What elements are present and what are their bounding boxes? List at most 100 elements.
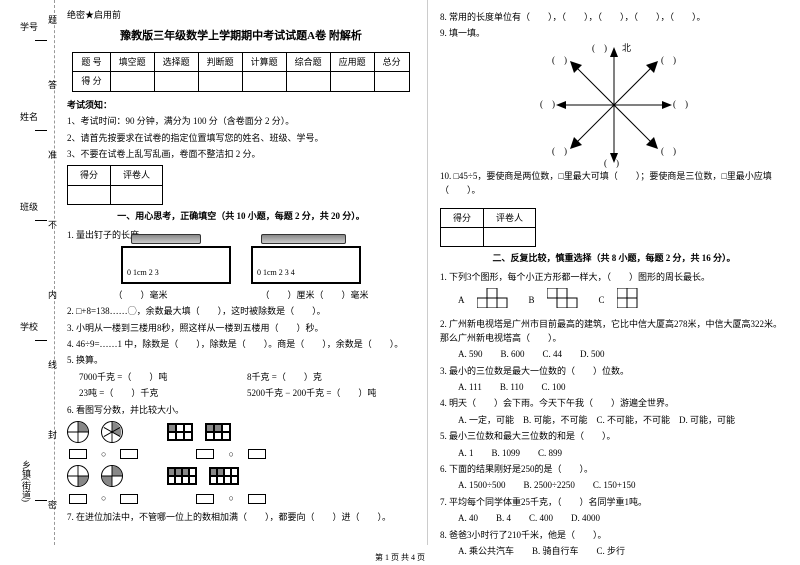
- dir-blank[interactable]: ( ): [661, 53, 676, 67]
- tetromino-c-icon: [617, 288, 657, 312]
- score-cell[interactable]: [198, 72, 242, 91]
- bind-label: 姓名: [20, 110, 38, 123]
- dir-blank[interactable]: ( ): [661, 144, 676, 158]
- ruler-1: 0 1cm 2 3: [121, 246, 231, 284]
- ruler-2: 0 1cm 2 3 4: [251, 246, 361, 284]
- s2-q6-options: A. 1500÷500 B. 2500÷2250 C. 150+150: [458, 478, 788, 492]
- q5a: 7000千克 =（ ）吨: [79, 370, 247, 384]
- exam-title: 豫教版三年级数学上学期期中考试试题A卷 附解析: [67, 28, 415, 46]
- notice-block: 考试须知： 1、考试时间：90 分钟，满分为 100 分（含卷面分 2 分）。 …: [67, 98, 415, 162]
- blank-box[interactable]: [120, 449, 138, 459]
- seal-mark: 题: [46, 15, 59, 24]
- blank-box[interactable]: [69, 449, 87, 459]
- dir-blank[interactable]: ( ): [552, 144, 567, 158]
- circle-fraction-icon: [101, 465, 123, 487]
- bind-label: 学号: [20, 20, 38, 33]
- q5b: 8千克 =（ ）克: [247, 370, 415, 384]
- score-cell: 判断题: [198, 52, 242, 71]
- question-2: 2. □+8=138……◯，余数最大填（ ），这时被除数是（ ）。: [67, 304, 415, 318]
- fraction-figures: [67, 421, 415, 443]
- bind-line: [35, 130, 47, 131]
- secret-label: 绝密★启用前: [67, 8, 415, 22]
- compass-figure: 北 ( ) ( ) ( ) ( ) ( ) ( ) ( ) ( ): [554, 45, 674, 165]
- marker-table-2: 得分评卷人: [440, 208, 536, 248]
- blank[interactable]: （ ）厘米（ ）毫米: [260, 288, 368, 302]
- dir-blank[interactable]: ( ): [540, 97, 555, 111]
- question-4: 4. 46÷9=……1 中，除数是（ ），除数是（ ）。商是（ ），余数是（ ）…: [67, 337, 415, 351]
- seal-mark: 不: [46, 220, 59, 229]
- score-cell[interactable]: [374, 72, 409, 91]
- marker-cell: 得分: [441, 208, 484, 227]
- dir-blank[interactable]: ( ): [552, 53, 567, 67]
- blank-box[interactable]: [248, 494, 266, 504]
- bind-label: 班级: [20, 200, 38, 213]
- fraction-figures-2: [67, 465, 415, 487]
- dir-blank[interactable]: ( ): [592, 41, 607, 55]
- seal-mark: 线: [46, 360, 59, 369]
- blank[interactable]: （ ）毫米: [113, 288, 167, 302]
- score-table: 题 号 填空题 选择题 判断题 计算题 综合题 应用题 总分 得 分: [72, 52, 409, 92]
- marker-cell[interactable]: [441, 227, 484, 246]
- tetromino-options: A B C: [458, 288, 788, 312]
- seal-mark: 密: [46, 500, 59, 509]
- s2-question-4: 4. 明天（ ）会下雨。今天下午我（ ）游遍全世界。: [440, 396, 788, 410]
- question-9: 9. 填一填。: [440, 26, 788, 40]
- score-cell[interactable]: [330, 72, 374, 91]
- seal-mark: 内: [46, 290, 59, 299]
- notice-title: 考试须知：: [67, 98, 415, 112]
- seal-mark: 准: [46, 150, 59, 159]
- dir-blank[interactable]: ( ): [673, 97, 688, 111]
- blank-box[interactable]: [120, 494, 138, 504]
- s2-question-5: 5. 最小三位数和最大三位数的和是（ ）。: [440, 429, 788, 443]
- score-cell[interactable]: [242, 72, 286, 91]
- answer-blanks: （ ）毫米 （ ）厘米（ ）毫米: [67, 288, 415, 302]
- score-cell[interactable]: [110, 72, 154, 91]
- blank-box[interactable]: [69, 494, 87, 504]
- binding-margin: 学号 姓名 班级 学校 乡镇(街道) 题 答 准 不 内 线 封 密: [0, 0, 55, 545]
- score-cell: 计算题: [242, 52, 286, 71]
- blank-box[interactable]: [248, 449, 266, 459]
- marker-cell: 评卷人: [484, 208, 536, 227]
- s2-question-3: 3. 最小的三位数是最大一位数的（ ）位数。: [440, 364, 788, 378]
- score-cell: 选择题: [154, 52, 198, 71]
- circle-fraction-icon: [67, 465, 89, 487]
- opt-c-label: C: [599, 293, 605, 307]
- notice-item: 1、考试时间：90 分钟，满分为 100 分（含卷面分 2 分）。: [67, 114, 415, 128]
- score-cell[interactable]: [286, 72, 330, 91]
- bind-label: 学校: [20, 320, 38, 333]
- notice-item: 3、不要在试卷上乱写乱画，卷面不整洁扣 2 分。: [67, 147, 415, 161]
- marker-cell[interactable]: [484, 227, 536, 246]
- blank-box[interactable]: [196, 494, 214, 504]
- s2-question-6: 6. 下面的结果刚好是250的是（ ）。: [440, 462, 788, 476]
- score-cell: 综合题: [286, 52, 330, 71]
- grid-fraction-icon: [209, 467, 239, 485]
- s2-question-7: 7. 平均每个同学体重25千克，（ ）名同学重1吨。: [440, 495, 788, 509]
- score-cell: 应用题: [330, 52, 374, 71]
- grid-fraction-icon: [167, 423, 193, 441]
- score-cell: 得 分: [73, 72, 110, 91]
- nail-icon: [131, 234, 201, 244]
- opt-a-label: A: [458, 293, 465, 307]
- marker-table: 得分评卷人: [67, 165, 163, 205]
- s2-question-1: 1. 下列3个图形，每个小正方形都一样大，（ ）图形的周长最长。: [440, 270, 788, 284]
- score-cell[interactable]: [154, 72, 198, 91]
- nail-icon: [261, 234, 346, 244]
- page-footer: 第 1 页 共 4 页: [0, 552, 800, 563]
- s2-q2-options: A. 590 B. 600 C. 44 D. 500: [458, 347, 788, 361]
- marker-cell[interactable]: [111, 185, 163, 204]
- circle-fraction-icon: [67, 421, 89, 443]
- section1-title: 一、用心思考，正确填空（共 10 小题，每题 2 分，共 20 分）。: [67, 209, 415, 223]
- marker-cell: 评卷人: [111, 166, 163, 185]
- ruler-scale: 0 1cm 2 3 4: [257, 267, 295, 280]
- opt-b-label: B: [529, 293, 535, 307]
- s2-question-2: 2. 广州新电视塔是广州市目前最高的建筑，它比中信大厦高278米，中信大厦高32…: [440, 317, 788, 346]
- bind-label: 乡镇(街道): [20, 460, 33, 502]
- s2-q7-options: A. 40 B. 4 C. 400 D. 4000: [458, 511, 788, 525]
- q5-row: 23吨 =（ ）千克 5200千克 − 200千克 =（ ）吨: [67, 386, 415, 400]
- blank-box[interactable]: [196, 449, 214, 459]
- notice-item: 2、请首先按要求在试卷的指定位置填写您的姓名、班级、学号。: [67, 131, 415, 145]
- dir-blank[interactable]: ( ): [604, 156, 619, 170]
- ruler-figures: 0 1cm 2 3 0 1cm 2 3 4: [67, 246, 415, 284]
- section2-title: 二、反复比较，慎重选择（共 8 小题，每题 2 分，共 16 分）。: [440, 251, 788, 265]
- marker-cell[interactable]: [68, 185, 111, 204]
